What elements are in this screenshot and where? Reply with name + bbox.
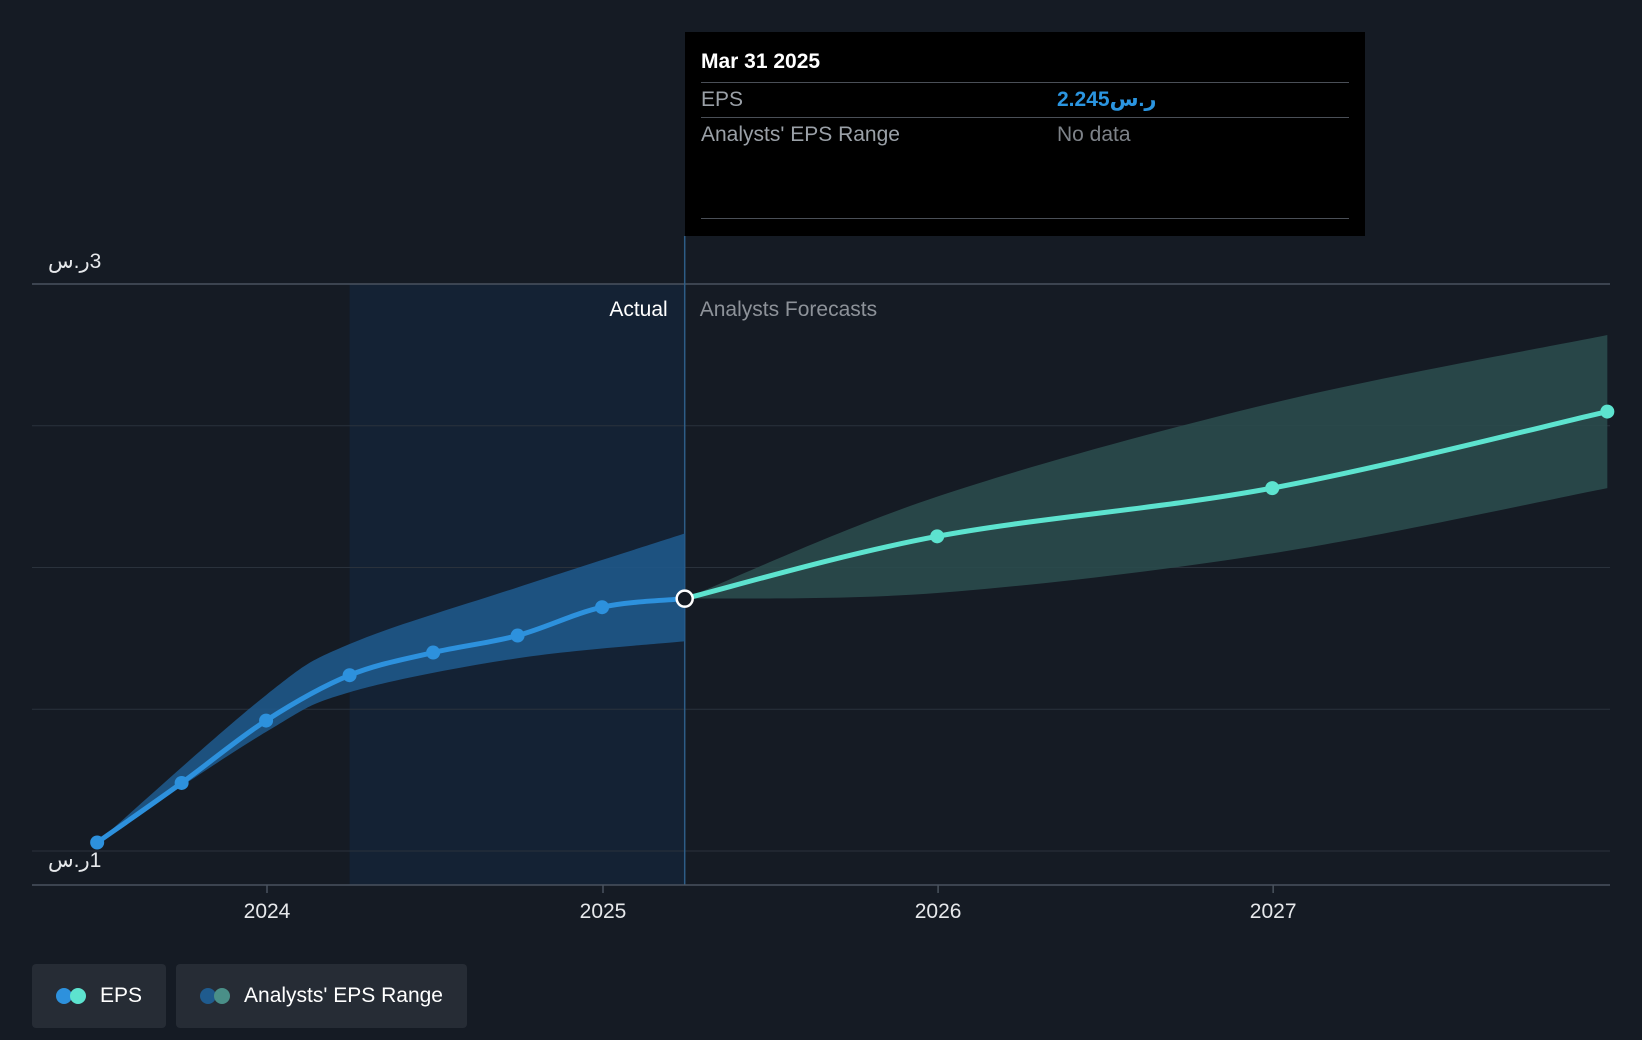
forecast-eps-point — [930, 529, 945, 544]
eps-swatch-icon — [56, 988, 86, 1004]
tooltip-eps-label: EPS — [701, 88, 744, 111]
actual-eps-point — [595, 600, 610, 615]
tooltip-divider — [701, 218, 1349, 219]
y-tick-label: 1ر.س — [48, 849, 101, 872]
chart-legend: EPS Analysts' EPS Range — [32, 964, 467, 1028]
y-tick-label: 3ر.س — [48, 250, 101, 273]
eps-range-bands — [97, 335, 1608, 843]
tooltip-row-eps: EPS 2.245ر.س — [701, 83, 1349, 118]
actual-region-label: Actual — [609, 298, 667, 321]
legend-range-label: Analysts' EPS Range — [244, 984, 443, 1007]
forecast-eps-line — [682, 409, 1610, 602]
highlighted-eps-point — [675, 589, 694, 608]
actual-eps-range-band — [97, 533, 685, 843]
tooltip-eps-value: 2.245ر.س — [1057, 88, 1157, 111]
actual-eps-point — [174, 775, 189, 790]
tooltip-date: Mar 31 2025 — [701, 46, 1349, 83]
legend-eps-label: EPS — [100, 984, 143, 1007]
eps-points — [90, 404, 1615, 850]
hover-tooltip: Mar 31 2025 EPS 2.245ر.س Analysts' EPS R… — [685, 32, 1365, 236]
tooltip-range-value: No data — [1057, 123, 1131, 146]
range-swatch-icon — [200, 988, 231, 1004]
x-tick-label: 2026 — [915, 900, 962, 923]
forecast-eps-point — [1265, 481, 1280, 496]
tooltip-row-range: Analysts' EPS Range No data — [701, 118, 1349, 152]
axes: 2024 2025 2026 2027 1ر.س 3ر.س — [32, 250, 1610, 923]
actual-eps-point — [259, 713, 274, 728]
legend-item-range[interactable]: Analysts' EPS Range — [176, 964, 467, 1028]
actual-eps-point — [510, 628, 525, 643]
actual-eps-point — [342, 668, 357, 683]
actual-eps-point — [426, 645, 441, 660]
x-tick-label: 2024 — [244, 900, 291, 923]
forecast-eps-range-band — [684, 335, 1608, 599]
forecast-region-label: Analysts Forecasts — [700, 298, 877, 321]
tooltip-range-label: Analysts' EPS Range — [701, 123, 900, 146]
x-tick-label: 2027 — [1250, 900, 1297, 923]
forecast-eps-point — [1600, 404, 1615, 419]
legend-item-eps[interactable]: EPS — [32, 964, 167, 1028]
x-tick-label: 2025 — [580, 900, 627, 923]
actual-eps-point — [90, 835, 105, 850]
